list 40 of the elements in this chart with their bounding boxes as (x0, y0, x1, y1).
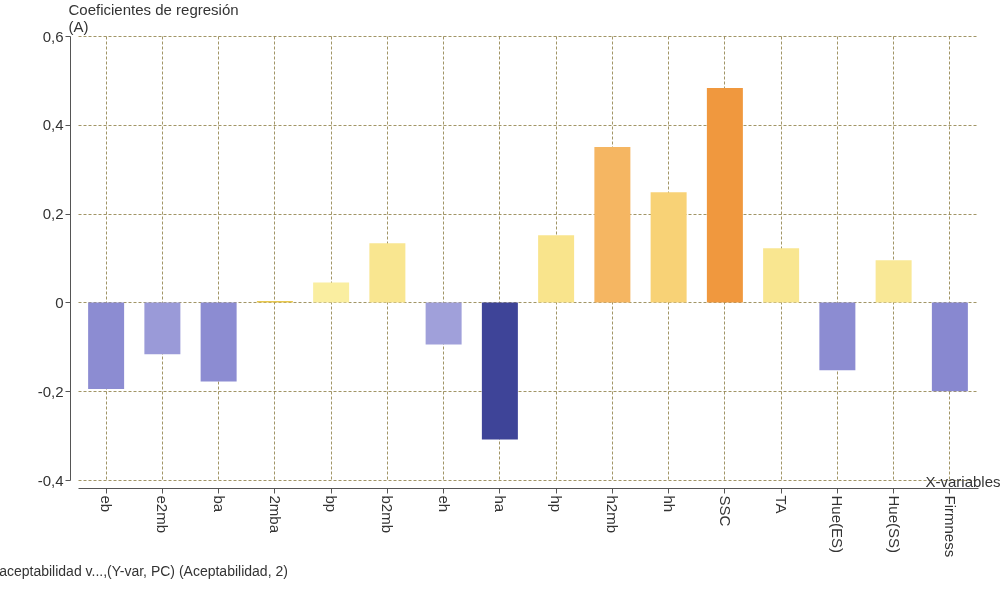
y-tick-label: -0,4 (37, 471, 64, 489)
x-tick-label: bp (323, 495, 341, 513)
bar (538, 235, 575, 303)
x-tick-label: Hue(SS) (885, 495, 903, 554)
x-tick-label: h2mb (604, 495, 622, 534)
bar (200, 302, 237, 382)
bar (650, 192, 687, 303)
x-tick-label: e2mb (154, 495, 172, 534)
y-tick-label: 0,4 (42, 116, 64, 134)
x-axis-title: X-variables (925, 472, 1001, 490)
bar (144, 302, 181, 355)
text: aceptabilidad v...,(Y-var, PC) (Aceptabilidad, 2) (0, 562, 288, 579)
bar (763, 248, 800, 303)
y-tick-label: 0 (55, 293, 64, 311)
x-tick-label: hp (548, 495, 566, 513)
bar (313, 282, 350, 303)
bar (819, 302, 856, 371)
bar (425, 302, 462, 345)
y-tick-label: -0,2 (37, 382, 64, 400)
x-tick-label: hh (660, 495, 678, 513)
x-tick-label: Firmness (941, 495, 959, 558)
x-tick-label: Hue(ES) (829, 495, 847, 554)
x-tick-label: ha (491, 495, 509, 513)
bar (594, 147, 631, 303)
bar (481, 302, 518, 440)
y-tick-label: 0,2 (42, 205, 64, 223)
bar (875, 260, 912, 303)
x-tick-label: ba (210, 495, 228, 513)
x-tick-label: TA (773, 495, 791, 514)
bar (931, 302, 968, 392)
y-tick-label: 0,6 (42, 27, 64, 45)
x-tick-label: SSC (716, 495, 734, 527)
bar (369, 243, 406, 303)
x-tick-label: 2mba (266, 495, 284, 534)
x-tick-label: eh (435, 495, 453, 513)
bar (88, 302, 125, 389)
x-tick-label: b2mb (379, 495, 397, 534)
bar (706, 87, 743, 303)
x-tick-label: eb (98, 495, 116, 513)
y-axis-title: Coeficientes de regresión (A) (68, 0, 239, 35)
